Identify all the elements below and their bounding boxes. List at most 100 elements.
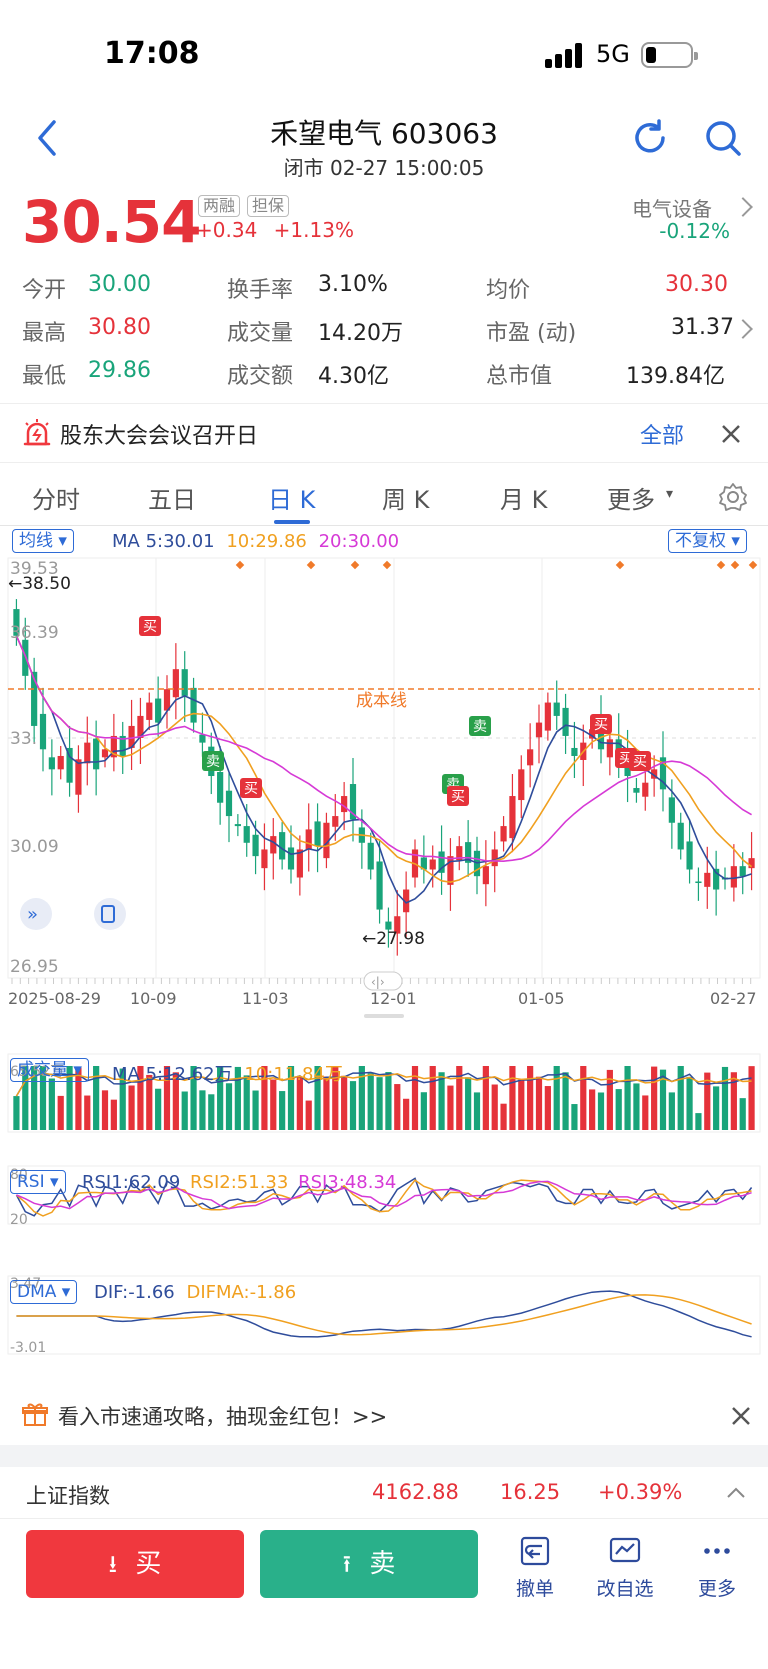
volume-bar — [527, 1066, 534, 1130]
volume-selector[interactable]: 成交量 ▾ — [10, 1058, 89, 1082]
edit-watchlist-button[interactable]: 改自选 — [590, 1534, 660, 1601]
candle-body — [75, 759, 82, 795]
volume-bar — [659, 1069, 667, 1130]
volume-bar — [84, 1095, 91, 1130]
last-price: 30.54 — [22, 188, 201, 256]
ma5-legend: MA 5:30.01 — [112, 531, 215, 552]
volume-bar — [544, 1086, 551, 1130]
close-icon[interactable] — [730, 1405, 752, 1427]
volume-bar — [411, 1066, 419, 1130]
rsi-selector[interactable]: RSI ▾ — [10, 1170, 66, 1194]
buy-button[interactable]: ⭳ 买 — [26, 1530, 244, 1598]
candle-body — [695, 881, 702, 884]
more-dots-icon — [704, 1548, 730, 1554]
stat-value: 139.84亿 — [626, 364, 725, 389]
buy-button-label: 买 — [135, 1549, 162, 1579]
period-tabs: 分时 五日 日 K 周 K 月 K 更多 ▾ — [0, 470, 768, 526]
volume-bar — [456, 1066, 463, 1130]
promo-banner[interactable]: 看入市速通攻略，抽现金红包！>> — [0, 1385, 768, 1445]
stat-label: 总市值 — [486, 364, 553, 389]
y-tick: 36.39 — [10, 623, 59, 643]
kline-chart[interactable]: 成本线 39.53 36.39 33. 30.09 26.95 ←38.50 ←… — [0, 526, 768, 1386]
alarm-icon — [23, 419, 51, 446]
candle-body — [287, 847, 295, 870]
notice-text: 股东大会会议召开日 — [60, 424, 259, 449]
volume-bar — [429, 1066, 436, 1130]
volume-bar — [358, 1066, 365, 1130]
volume-bar — [686, 1076, 693, 1130]
candle-body — [659, 757, 667, 790]
kline-panel[interactable]: 均线 ▾ MA 5:30.01 10:29.86 20:30.00 不复权 ▾ … — [0, 526, 768, 1386]
active-tab-indicator — [274, 520, 310, 524]
chevron-up-icon[interactable] — [726, 1485, 746, 1499]
candle-body — [748, 858, 755, 869]
close-icon[interactable] — [720, 423, 742, 445]
notice-all-link[interactable]: 全部 — [640, 424, 685, 449]
event-notice[interactable]: 股东大会会议召开日 全部 — [0, 404, 768, 462]
adjust-selector[interactable]: 不复权 ▾ — [668, 529, 747, 553]
tab-weekly-k[interactable]: 周 K — [382, 486, 430, 514]
drag-handle-icon[interactable]: ‹|› — [371, 975, 385, 989]
stat-label: 成交量 — [227, 321, 294, 346]
sell-signal: 卖 — [206, 754, 220, 770]
x-date: 02-27 — [710, 989, 757, 1008]
resize-handle[interactable] — [364, 1014, 404, 1018]
settings-gear-icon[interactable] — [718, 482, 748, 512]
more-button[interactable]: 更多 — [682, 1534, 752, 1601]
vol-ma10-legend: 10:11.84万 — [244, 1064, 343, 1085]
candle-body — [704, 872, 711, 887]
volume-bar — [332, 1066, 339, 1130]
change-percent: +1.13% — [273, 218, 354, 242]
sector-change: -0.12% — [659, 219, 730, 243]
back-icon[interactable] — [28, 118, 68, 158]
ma20-line — [15, 635, 752, 862]
expand-icon[interactable]: » — [27, 904, 38, 925]
tab-minute[interactable]: 分时 — [32, 486, 80, 514]
index-change: 16.25 — [500, 1480, 561, 1504]
candle-body — [217, 772, 224, 803]
chevron-right-icon — [733, 197, 753, 217]
low-price-label: ←27.98 — [362, 929, 425, 949]
candle-body — [261, 849, 268, 869]
candle-body — [730, 866, 737, 888]
volume-bar — [110, 1099, 117, 1130]
candle-body — [376, 861, 383, 910]
tab-monthly-k[interactable]: 月 K — [500, 486, 548, 514]
volume-bar — [713, 1086, 720, 1130]
index-ticker[interactable]: 上证指数 4162.88 16.25 +0.39% — [0, 1467, 768, 1519]
candle-body — [172, 669, 179, 698]
sector-link[interactable]: 电气设备 — [632, 197, 712, 221]
volume-bar — [447, 1085, 454, 1130]
volume-bar — [473, 1092, 481, 1130]
candle-body — [420, 857, 427, 870]
stat-label: 最高 — [22, 321, 67, 346]
tab-five-day[interactable]: 五日 — [148, 486, 196, 514]
volume-bar — [642, 1095, 649, 1130]
search-icon[interactable] — [703, 118, 743, 158]
rotate-screen-icon[interactable] — [101, 905, 115, 923]
candle-body — [553, 702, 560, 716]
chevron-right-icon[interactable] — [733, 319, 753, 339]
dma-selector[interactable]: DMA ▾ — [10, 1280, 78, 1304]
candle-body — [119, 735, 126, 756]
volume-bar — [234, 1066, 241, 1130]
buy-signal: 买 — [594, 717, 608, 733]
tab-daily-k[interactable]: 日 K — [268, 486, 316, 514]
cancel-order-label: 撤单 — [515, 1578, 554, 1600]
volume-bar — [580, 1066, 587, 1130]
cancel-order-button[interactable]: 撤单 — [500, 1534, 570, 1601]
change-value: +0.34 — [196, 218, 258, 242]
volume-bar — [482, 1066, 489, 1130]
refresh-icon[interactable] — [630, 118, 670, 158]
volume-bar — [624, 1066, 631, 1130]
candle-body — [535, 722, 543, 738]
stat-value: 29.86 — [88, 358, 151, 383]
tab-more[interactable]: 更多 — [607, 486, 655, 514]
candle-body — [332, 816, 339, 827]
volume-bar — [305, 1100, 312, 1130]
dma-tick: -3.01 — [10, 1340, 46, 1356]
ma-selector[interactable]: 均线 ▾ — [12, 529, 74, 553]
volume-bar — [243, 1075, 250, 1130]
sell-button[interactable]: ⭱ 卖 — [260, 1530, 478, 1598]
volume-bar — [721, 1066, 729, 1130]
